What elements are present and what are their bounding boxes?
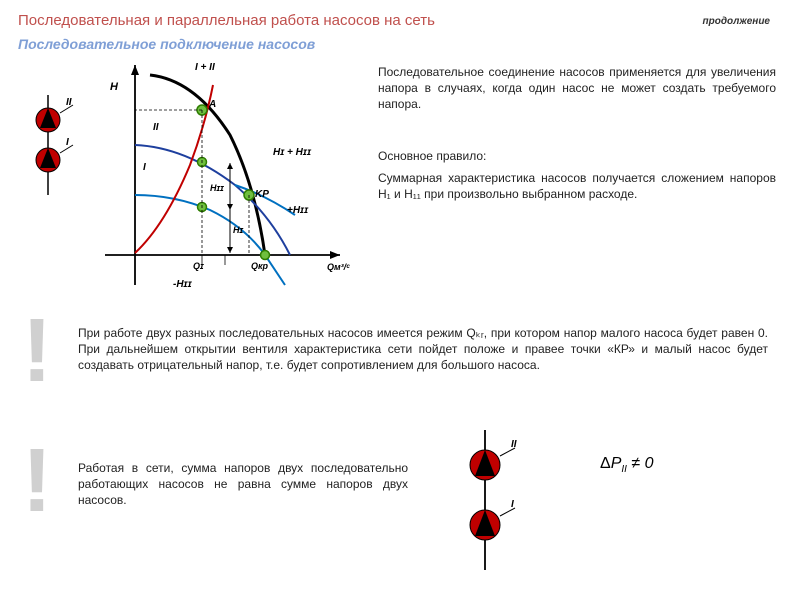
paragraph-2: Суммарная характеристика насосов получае… [378, 170, 776, 202]
pump-series-bottom: II I [455, 430, 525, 575]
axis-H: H [110, 81, 119, 93]
label-Qkr: Qкp [251, 261, 269, 271]
paragraph-1: Последовательное соединение насосов прим… [378, 64, 776, 113]
pump-bottom-label-I: I [511, 499, 514, 510]
label-HII: Hɪɪ [210, 183, 224, 193]
exclaim-icon-2: ! [22, 430, 52, 533]
note-2: Работая в сети, сумма напоров двух после… [78, 460, 408, 509]
page-subtitle: Последовательное подключение насосов [18, 36, 315, 52]
label-HI-HII: Hɪ + Hɪɪ [273, 147, 312, 158]
formula-dp: ΔPII ≠ 0 [600, 455, 654, 475]
pump-series-left: II I [18, 95, 78, 200]
note-1: При работе двух разных последовательных … [78, 325, 768, 374]
continuation-label: продолжение [703, 16, 770, 27]
label-A: A [208, 99, 216, 110]
label-KP: KP [255, 189, 269, 200]
pump-bottom-label-II: II [511, 439, 517, 450]
exclaim-icon-1: ! [22, 300, 52, 403]
pump-label-II: II [66, 97, 72, 108]
label-I-curve: I [143, 162, 146, 173]
hq-chart: H Qм³/ᶜ I + II A II I Hɪ + Hɪɪ [95, 55, 355, 310]
label-HI: Hɪ [233, 225, 243, 235]
label-I-II: I + II [195, 62, 215, 73]
label-plusHII: +Hɪɪ [287, 205, 309, 216]
label-II-curve: II [153, 122, 159, 133]
axis-Q: Qм³/ᶜ [327, 262, 350, 272]
paragraph-2-label: Основное правило: [378, 148, 776, 164]
page-title: Последовательная и параллельная работа н… [18, 12, 435, 29]
pump-label-I: I [66, 137, 69, 148]
label-minusHII: -Hɪɪ [173, 279, 193, 290]
